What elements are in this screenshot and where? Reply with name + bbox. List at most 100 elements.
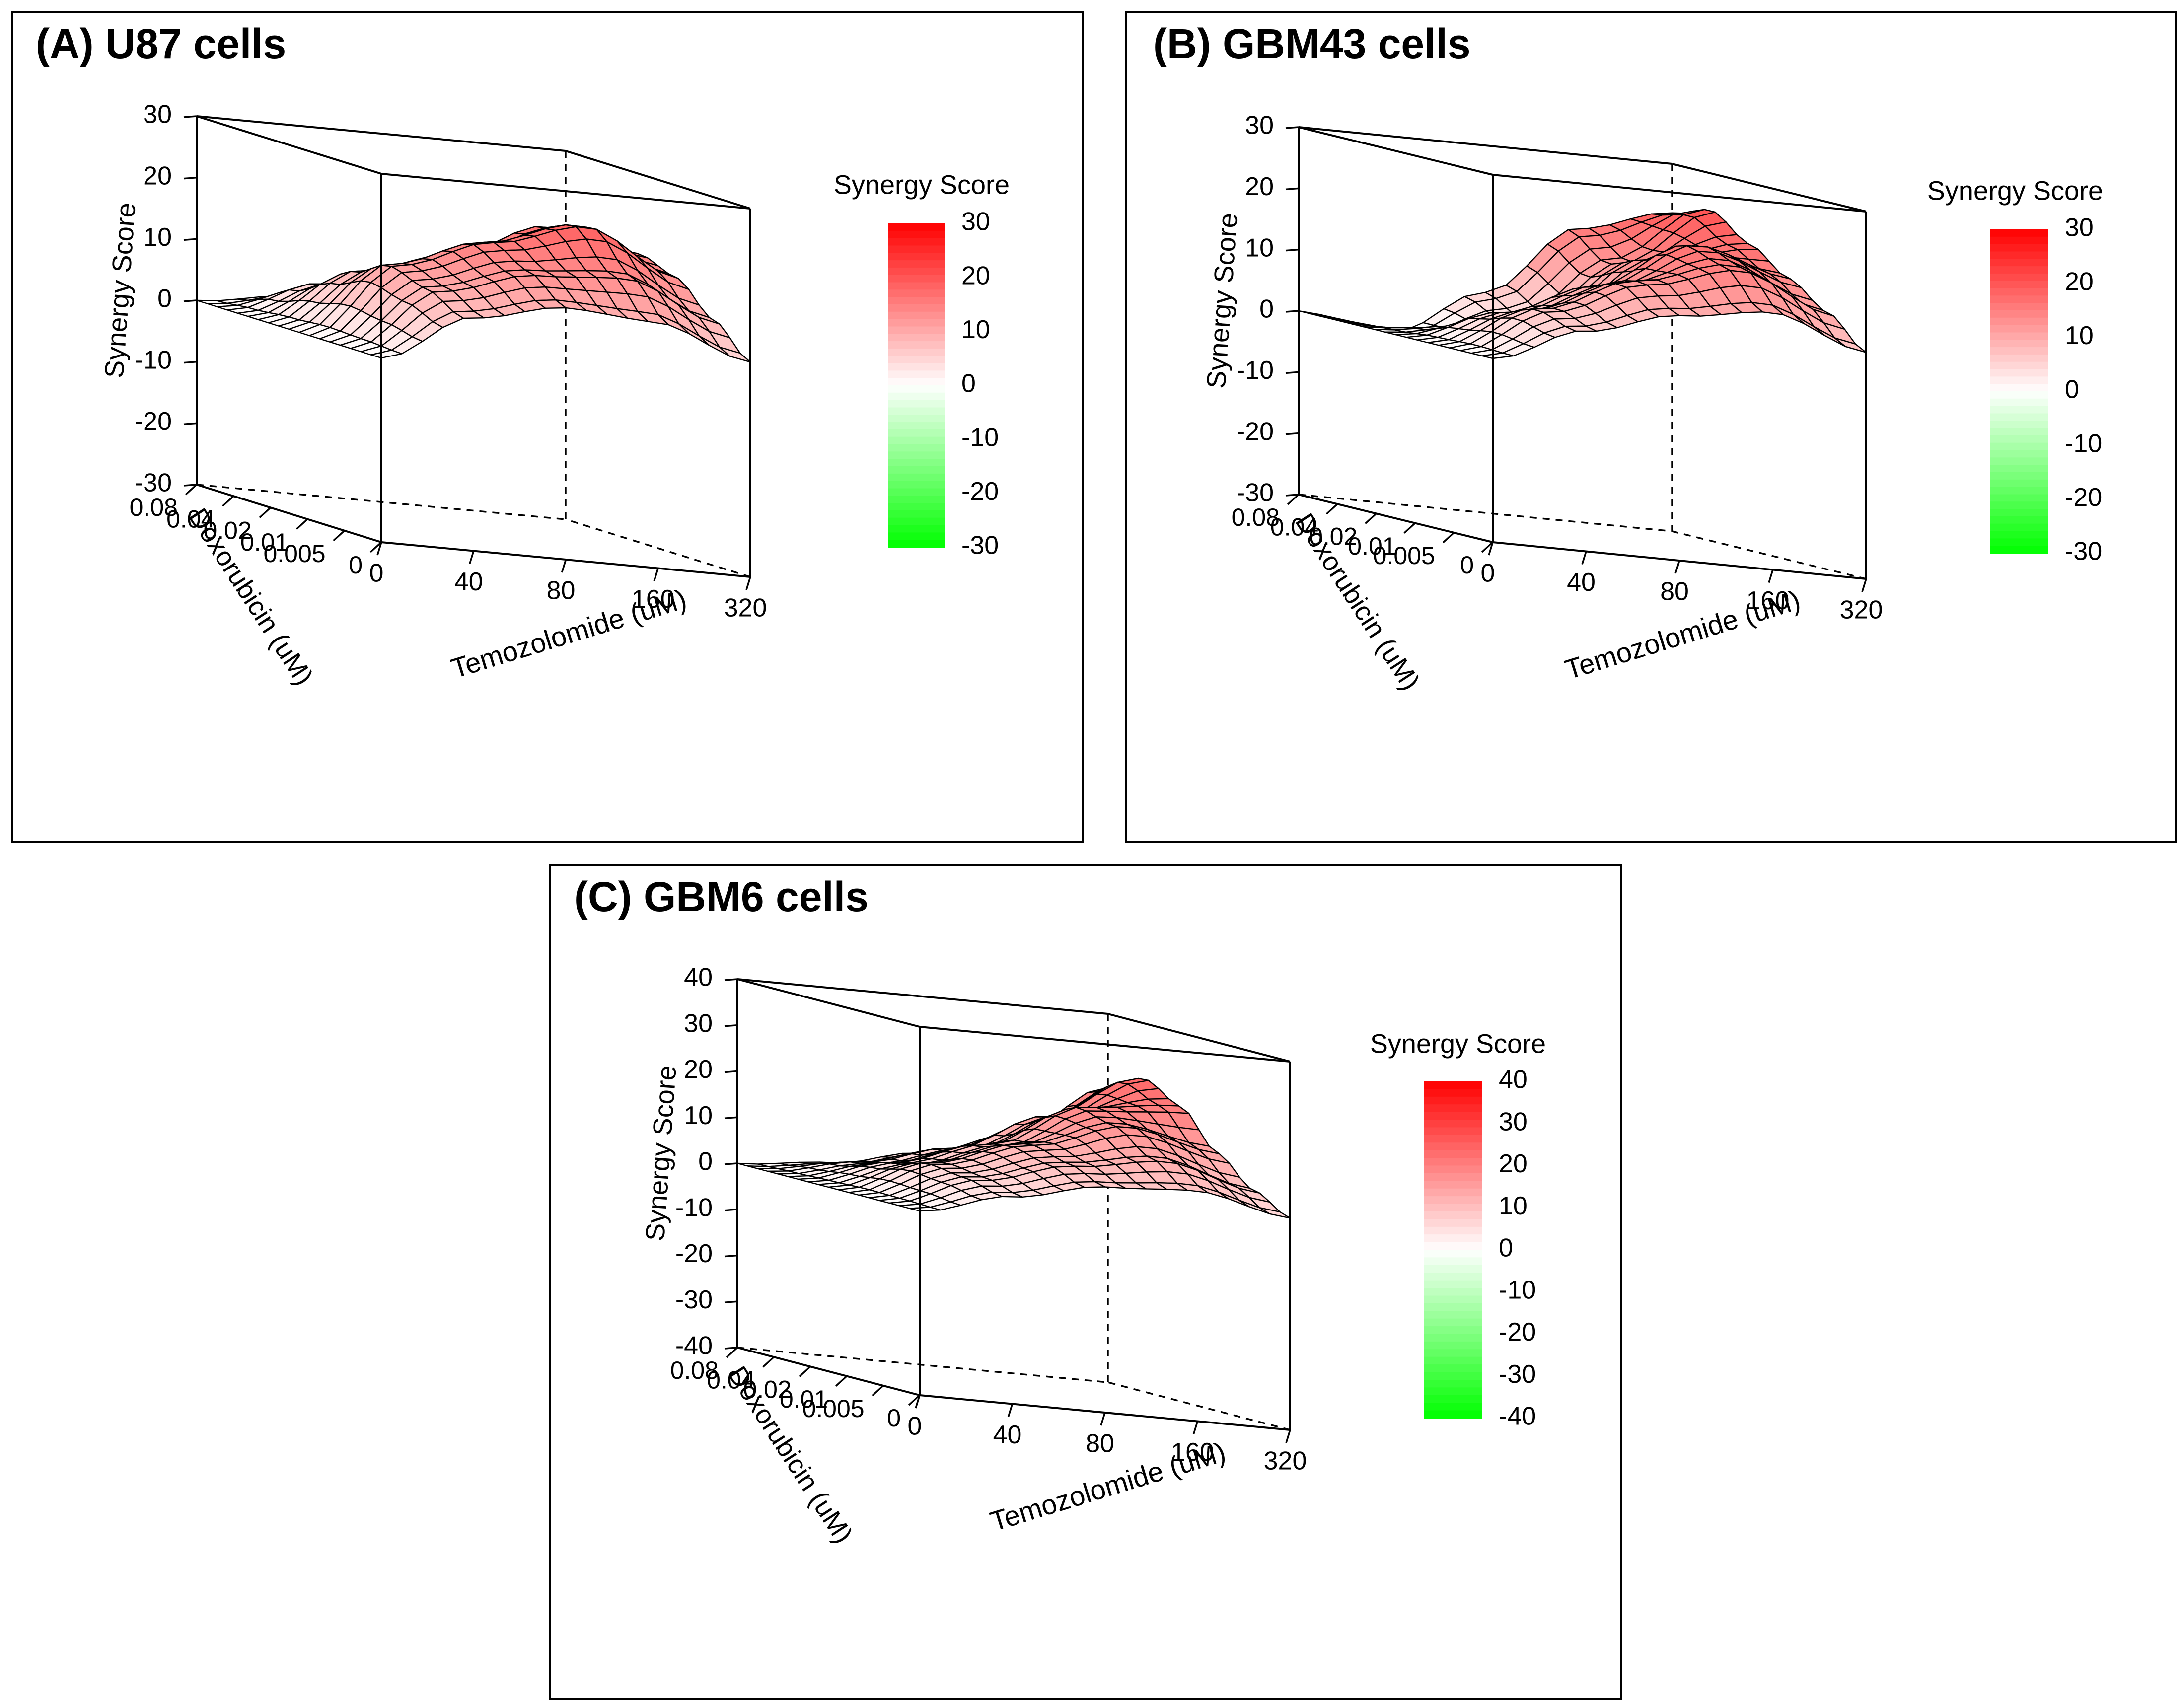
z-tick-label: -10 [1237,356,1274,385]
x-tick-mark [1192,1421,1199,1435]
panel-title: (C) GBM6 cells [574,873,869,920]
legend-color-band [888,334,945,342]
z-tick-label: 10 [1245,233,1274,262]
box-hidden-edge [737,1347,1108,1383]
legend-color-band [888,289,945,298]
legend-color-band [888,517,945,526]
y-tick-mark [1442,532,1455,544]
z-tick-label: -30 [135,469,172,498]
legend-color-band [888,473,945,482]
z-tick-label: 30 [684,1009,713,1038]
z-tick-label: -10 [675,1193,713,1222]
legend-color-band [1424,1181,1482,1189]
x-tick-label: 0 [1481,559,1495,588]
legend-color-band [1424,1326,1482,1335]
y-tick-label: 0.04 [166,505,215,533]
legend-color-band [1990,303,2048,311]
legend-color-band [1424,1096,1482,1105]
legend-color-band [1990,332,2048,341]
legend-color-band [888,267,945,276]
x-tick-label: 160 [1747,586,1790,615]
box-edge [737,978,1108,1015]
legend-color-band [1424,1403,1482,1411]
z-tick-label: 20 [1245,172,1274,201]
legend-tick-label: -30 [1499,1360,1536,1389]
legend-color-band [1424,1303,1482,1312]
y-tick-label: 0.08 [670,1356,719,1384]
surface-facet [370,349,403,359]
z-tick-mark [183,238,197,241]
legend-color-band [1424,1295,1482,1304]
legend-color-band [888,400,945,408]
legend-color-band [1990,487,2048,495]
legend-tick-label: -30 [2065,537,2102,566]
legend-color-band [888,304,945,312]
legend-color-band [1990,317,2048,326]
legend-tick-label: 10 [1499,1192,1528,1220]
x-tick-label: 320 [724,594,767,623]
legend-color-band [888,481,945,489]
z-tick-label: -10 [135,346,172,374]
surface-plot-c: -40 -30 -20 -10 0 10 20 30 40 Synergy Score 0 0.005… [640,963,1546,1549]
y-tick-mark [1326,503,1338,515]
legend-color-band [888,436,945,445]
z-tick-mark [724,1347,738,1350]
legend-color-band [1424,1112,1482,1120]
legend-title: Synergy Score [1927,176,2103,206]
legend-color-band [888,496,945,504]
z-tick-label: 10 [143,223,172,252]
surface-facet [1481,352,1514,359]
panel-title: (A) U87 cells [36,20,287,67]
legend-tick-label: 30 [2065,214,2094,242]
legend-color-band [1990,428,2048,436]
legend-color-band [1990,435,2048,443]
x-tick-mark [915,1395,921,1409]
legend-color-band [888,532,945,541]
legend-tick-label: -10 [2065,429,2102,458]
legend-color-band [1990,465,2048,473]
legend-color-band [1424,1135,1482,1143]
legend-color-band [1424,1356,1482,1365]
y-tick-label: 0.01 [240,528,289,556]
legend-color-band [1990,494,2048,502]
legend-color-band [888,319,945,327]
legend-tick-label: -30 [961,531,999,560]
legend-color-band [1424,1280,1482,1288]
box-edge [1298,126,1493,176]
z-tick-mark [1285,494,1299,497]
legend-color-band [1424,1341,1482,1350]
legend-color-band [1424,1380,1482,1388]
legend-color-band [1424,1364,1482,1373]
legend-color-band [888,378,945,386]
legend-color-band [1424,1257,1482,1266]
y-tick-mark [222,495,234,507]
y-tick-label: 0.02 [203,517,251,545]
legend-color-band [888,503,945,511]
legend-color-band [1990,347,2048,355]
z-tick-label: 0 [157,285,172,313]
box-edge [1298,126,1673,165]
x-tick-label: 160 [1171,1438,1214,1467]
legend-color-band [888,525,945,533]
x-tick-label: 0 [369,559,384,588]
box-edge [1672,163,1867,213]
box-edge [919,1026,1291,1063]
legend-color-band [1990,538,2048,547]
legend-color-band [1990,391,2048,399]
z-tick-mark [724,978,738,981]
legend-color-band [1990,501,2048,510]
z-tick-mark [1285,432,1299,435]
legend-color-band [1424,1219,1482,1227]
legend-color-band [1424,1104,1482,1113]
legend-tick-label: 0 [961,369,976,398]
y-tick-mark [726,1347,738,1358]
legend-color-band [888,392,945,401]
legend-color-band [1424,1273,1482,1281]
legend-color-band [1424,1165,1482,1174]
legend-color-band [1990,413,2048,422]
box-edge [737,1347,920,1396]
z-tick-mark [724,1116,738,1119]
z-tick-label: 10 [684,1101,713,1130]
y-tick-label: 0 [1460,551,1474,579]
